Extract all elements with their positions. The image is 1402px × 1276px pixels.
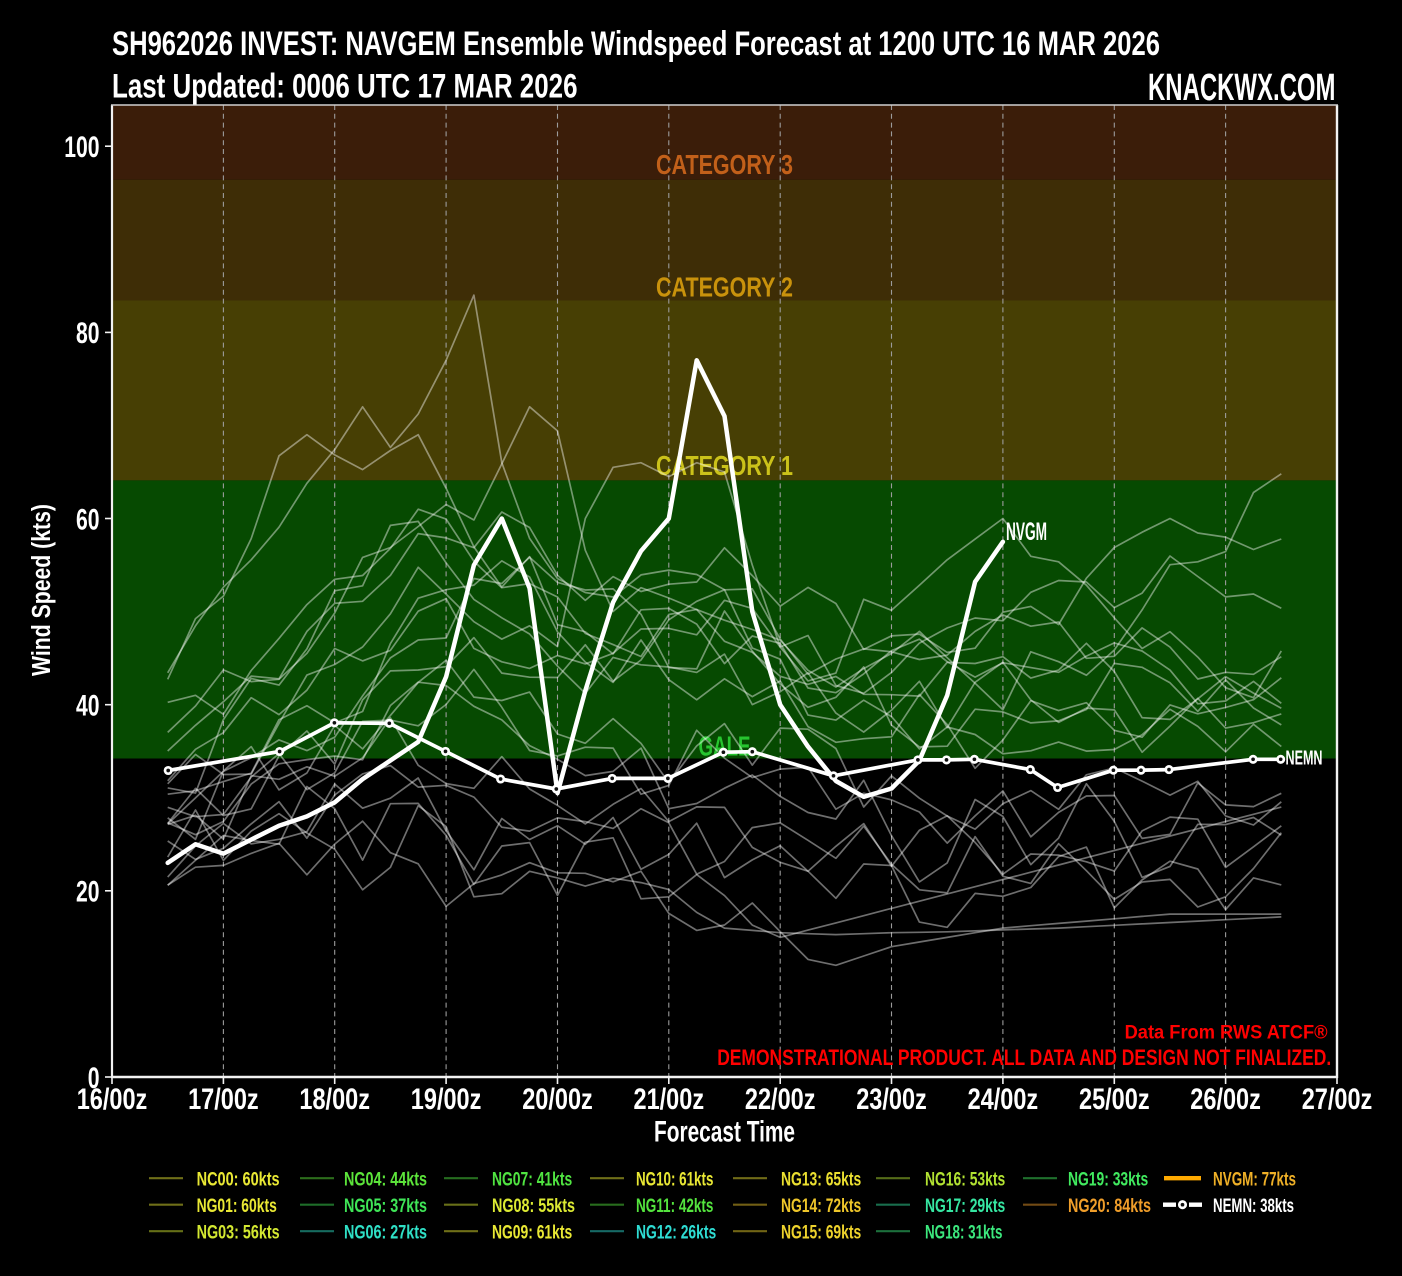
svg-text:NG10: 61kts: NG10: 61kts — [636, 1169, 713, 1191]
svg-text:NG13: 65kts: NG13: 65kts — [781, 1169, 861, 1191]
svg-text:NG17: 29kts: NG17: 29kts — [925, 1195, 1005, 1217]
svg-text:NG03: 56kts: NG03: 56kts — [197, 1222, 280, 1244]
svg-text:16/00z: 16/00z — [77, 1083, 148, 1116]
svg-text:Data From RWS ATCF®: Data From RWS ATCF® — [1125, 1022, 1329, 1044]
svg-text:25/00z: 25/00z — [1079, 1083, 1150, 1116]
svg-text:SH962026 INVEST: NAVGEM Ensemb: SH962026 INVEST: NAVGEM Ensemble Windspe… — [112, 25, 1160, 63]
svg-text:NG08: 55kts: NG08: 55kts — [492, 1195, 575, 1217]
svg-text:26/00z: 26/00z — [1190, 1083, 1261, 1116]
svg-text:27/00z: 27/00z — [1302, 1083, 1373, 1116]
svg-text:NG14: 72kts: NG14: 72kts — [781, 1195, 861, 1217]
svg-text:Wind Speed (kts): Wind Speed (kts) — [28, 504, 56, 676]
svg-text:NG04: 44kts: NG04: 44kts — [344, 1169, 427, 1191]
svg-text:NG09: 61kts: NG09: 61kts — [492, 1222, 572, 1244]
svg-text:GALE: GALE — [699, 730, 751, 761]
svg-text:KNACKWX.COM: KNACKWX.COM — [1148, 67, 1336, 109]
svg-text:22/00z: 22/00z — [745, 1083, 816, 1116]
svg-text:18/00z: 18/00z — [299, 1083, 370, 1116]
svg-text:Last Updated: 0006 UTC 17 MAR: Last Updated: 0006 UTC 17 MAR 2026 — [112, 68, 578, 106]
svg-text:60: 60 — [76, 503, 100, 536]
svg-text:23/00z: 23/00z — [856, 1083, 927, 1116]
svg-text:NG15: 69kts: NG15: 69kts — [781, 1222, 861, 1244]
svg-text:NG16: 53kts: NG16: 53kts — [925, 1169, 1005, 1191]
svg-text:100: 100 — [64, 131, 99, 164]
svg-text:CATEGORY 2: CATEGORY 2 — [656, 272, 793, 303]
svg-text:NG01: 60kts: NG01: 60kts — [197, 1195, 277, 1217]
svg-text:NEMN: NEMN — [1286, 748, 1323, 770]
svg-text:CATEGORY 3: CATEGORY 3 — [656, 149, 793, 180]
svg-text:24/00z: 24/00z — [968, 1083, 1039, 1116]
svg-text:NG07: 41kts: NG07: 41kts — [492, 1169, 572, 1191]
svg-text:NG20: 84kts: NG20: 84kts — [1068, 1195, 1151, 1217]
svg-text:DEMONSTRATIONAL PRODUCT. ALL D: DEMONSTRATIONAL PRODUCT. ALL DATA AND DE… — [717, 1045, 1331, 1070]
svg-text:NEMN: 38kts: NEMN: 38kts — [1213, 1195, 1294, 1217]
svg-text:NG05: 37kts: NG05: 37kts — [344, 1195, 427, 1217]
svg-text:21/00z: 21/00z — [634, 1083, 705, 1116]
svg-text:19/00z: 19/00z — [411, 1083, 482, 1116]
svg-text:80: 80 — [76, 317, 100, 350]
svg-text:NVGM: NVGM — [1006, 518, 1047, 546]
svg-text:0: 0 — [88, 1062, 100, 1095]
svg-text:NG06: 27kts: NG06: 27kts — [344, 1222, 427, 1244]
svg-text:17/00z: 17/00z — [188, 1083, 259, 1116]
svg-text:NG12: 26kts: NG12: 26kts — [636, 1222, 716, 1244]
svg-text:NG11: 42kts: NG11: 42kts — [636, 1195, 714, 1217]
svg-text:NC00: 60kts: NC00: 60kts — [197, 1169, 280, 1191]
svg-text:NG19: 33kts: NG19: 33kts — [1068, 1169, 1148, 1191]
svg-text:Forecast Time: Forecast Time — [654, 1116, 795, 1149]
svg-text:20: 20 — [76, 876, 100, 909]
svg-text:NG18: 31kts: NG18: 31kts — [925, 1222, 1002, 1244]
svg-text:40: 40 — [76, 690, 100, 723]
svg-text:20/00z: 20/00z — [522, 1083, 593, 1116]
svg-text:NVGM: 77kts: NVGM: 77kts — [1213, 1169, 1296, 1191]
